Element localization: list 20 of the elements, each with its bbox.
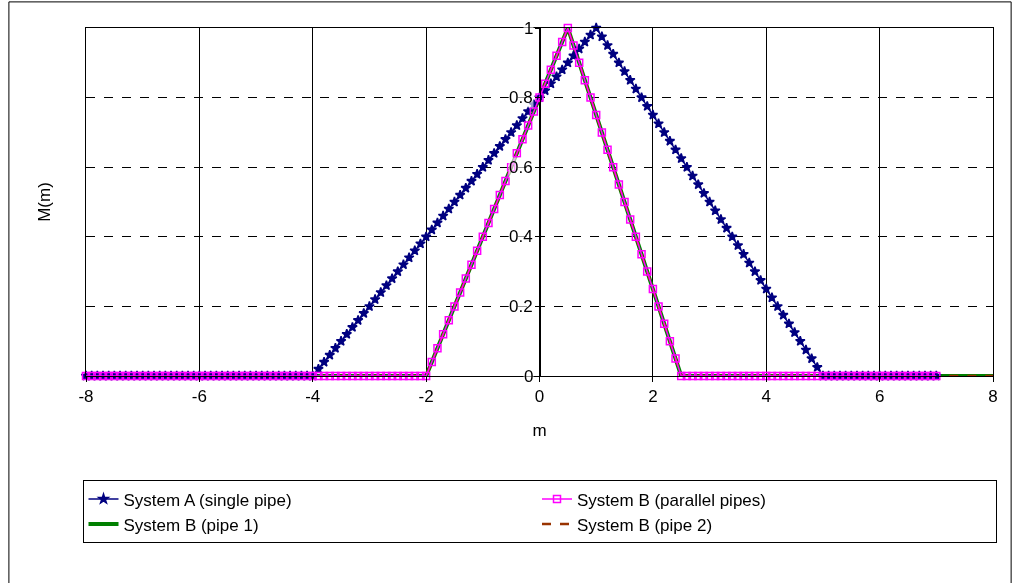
legend-label: System B (pipe 2) (577, 515, 713, 535)
x-tick-label: -6 (191, 387, 207, 407)
x-tick-label: -8 (78, 387, 94, 407)
y-axis-title: M(m) (34, 182, 54, 222)
x-tick-label: -4 (305, 387, 321, 407)
legend-label: System B (parallel pipes) (577, 490, 766, 510)
y-tick-label: 1 (524, 19, 534, 38)
y-tick-label: 0.6 (509, 158, 533, 177)
x-tick-label: 8 (988, 387, 998, 407)
y-tick-label: 0.8 (509, 88, 533, 107)
x-tick-label: -2 (418, 387, 434, 407)
x-tick-label: 2 (648, 387, 658, 407)
x-axis-title: m (532, 420, 547, 440)
x-tick-label: 6 (874, 387, 885, 407)
y-tick-label: 0.2 (509, 297, 533, 316)
y-tick-label: 0 (524, 367, 534, 386)
legend-label: System B (pipe 1) (123, 515, 259, 535)
x-tick-label: 4 (761, 387, 771, 407)
y-tick-label: 0.4 (509, 227, 533, 246)
legend-label: System A (single pipe) (123, 490, 292, 510)
